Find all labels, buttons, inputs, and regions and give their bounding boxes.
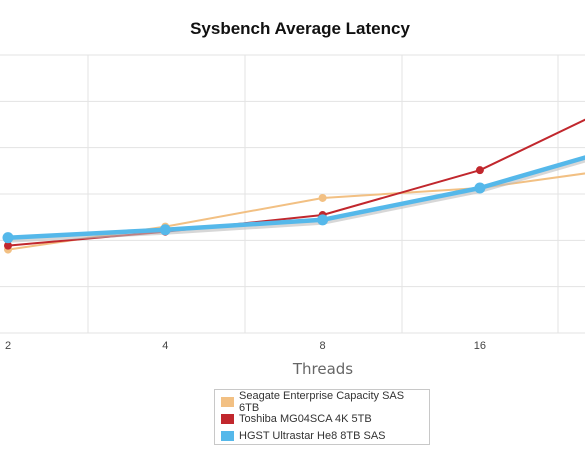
x-tick-label: 4 xyxy=(162,340,168,352)
x-axis-ticks: 2 4 8 16 xyxy=(5,340,486,352)
legend-item-seagate[interactable]: Seagate Enterprise Capacity SAS 6TB xyxy=(221,390,423,414)
data-points xyxy=(2,166,486,254)
x-tick-label: 8 xyxy=(320,340,326,352)
data-point-series-0[interactable] xyxy=(318,193,327,202)
legend-item-toshiba[interactable]: Toshiba MG04SCA 4K 5TB xyxy=(221,410,423,427)
legend-swatch-hgst xyxy=(221,430,234,441)
data-point-series-2[interactable] xyxy=(317,214,329,226)
series-line-shadow xyxy=(7,156,585,243)
legend-label-toshiba: Toshiba MG04SCA 4K 5TB xyxy=(239,412,372,425)
data-point-series-1[interactable] xyxy=(475,166,484,175)
chart-title: Sysbench Average Latency xyxy=(190,19,410,38)
data-point-series-1[interactable] xyxy=(4,241,12,250)
data-point-series-2[interactable] xyxy=(474,182,486,194)
series-lines xyxy=(7,118,585,251)
legend-item-hgst[interactable]: HGST Ultrastar He8 8TB SAS xyxy=(221,427,423,444)
data-point-series-2[interactable] xyxy=(2,232,14,244)
legend-swatch-seagate xyxy=(221,396,234,407)
x-tick-label: 16 xyxy=(474,340,486,352)
legend-label-seagate: Seagate Enterprise Capacity SAS 6TB xyxy=(239,389,405,414)
x-tick-label: 2 xyxy=(5,340,11,352)
legend-label-hgst: HGST Ultrastar He8 8TB SAS xyxy=(239,429,386,442)
legend-swatch-toshiba xyxy=(221,413,234,424)
data-point-series-2[interactable] xyxy=(159,224,171,236)
series-line-2 xyxy=(7,155,585,240)
x-axis-title: Threads xyxy=(292,360,353,378)
grid-lines xyxy=(0,54,585,334)
legend: Seagate Enterprise Capacity SAS 6TB Tosh… xyxy=(214,389,430,445)
